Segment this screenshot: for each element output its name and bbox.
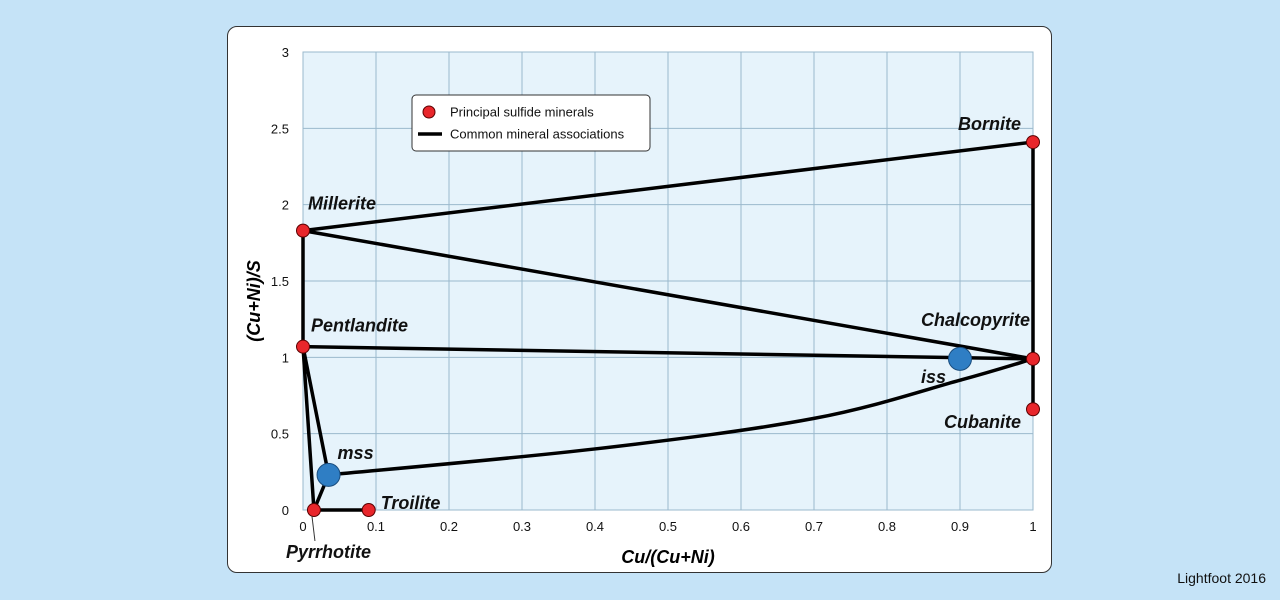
y-tick-label: 2.5 [271, 121, 289, 136]
mineral-point [1026, 135, 1040, 150]
y-tick-label: 2 [282, 198, 289, 213]
legend-label: Principal sulfide minerals [450, 105, 594, 120]
point-label: Chalcopyrite [921, 310, 1030, 330]
point-label: Millerite [308, 194, 376, 214]
x-axis-label: Cu/(Cu+Ni) [621, 547, 715, 567]
pyrrhotite-leader [311, 515, 316, 542]
association-line [301, 344, 331, 477]
mineral-point [296, 223, 310, 238]
mineral-point [1026, 402, 1040, 417]
association-line [301, 344, 316, 512]
credit-text: Lightfoot 2016 [1177, 570, 1266, 586]
y-tick-label: 0 [282, 503, 289, 518]
x-tick-label: 0.5 [659, 519, 677, 534]
point-label: mss [338, 443, 374, 463]
point-label: Bornite [958, 114, 1021, 134]
chart-panel: 0 0.1 0.2 0.3 0.4 0.5 0.6 0.7 0.8 0.9 1 0 0.5 1 1.5 2 2.… [227, 26, 1052, 573]
legend: Principal sulfide minerals Common mineral… [411, 94, 651, 152]
mineral-points [296, 135, 1040, 517]
legend-label: Common mineral associations [450, 127, 625, 142]
solid-solution-point [316, 462, 341, 487]
association-line [301, 344, 1035, 361]
point-label: iss [921, 367, 946, 387]
x-tick-label: 0 [299, 519, 306, 534]
association-line [301, 140, 1035, 233]
x-tick-label: 0.9 [951, 519, 969, 534]
legend-dot-symbol [422, 105, 436, 119]
x-tick-label: 0.6 [732, 519, 750, 534]
y-tick-label: 0.5 [271, 427, 289, 442]
y-axis-label: (Cu+Ni)/S [244, 260, 264, 342]
association-line [326, 357, 1035, 477]
y-tick-label: 1.5 [271, 274, 289, 289]
point-label: Pyrrhotite [286, 542, 371, 562]
point-labels: Troilite Pyrrhotite Pentlandite Millerite Bo… [286, 114, 1030, 562]
point-label: Pentlandite [311, 316, 408, 336]
point-label: Cubanite [944, 412, 1021, 432]
mineral-point [296, 339, 310, 354]
legend-box [411, 94, 651, 152]
y-tick-label: 3 [282, 45, 289, 60]
x-tick-label: 0.3 [513, 519, 531, 534]
mineral-point [306, 503, 321, 517]
x-tick-label: 1 [1029, 519, 1036, 534]
point-label: Troilite [381, 493, 441, 513]
association-lines [301, 140, 1035, 512]
association-line [301, 228, 1035, 361]
y-tick-label: 1 [282, 350, 289, 365]
x-tick-label: 0.1 [367, 519, 385, 534]
mineral-point [361, 503, 376, 517]
x-tick-label: 0.4 [586, 519, 604, 534]
solid-solution-point [948, 346, 972, 371]
x-tick-label: 0.8 [878, 519, 896, 534]
x-tick-label: 0.7 [805, 519, 823, 534]
tick-labels: 0 0.1 0.2 0.3 0.4 0.5 0.6 0.7 0.8 0.9 1 0 0.5 1 1.5 2 2.… [271, 45, 1037, 534]
mineral-point [1026, 351, 1040, 366]
phase-diagram: 0 0.1 0.2 0.3 0.4 0.5 0.6 0.7 0.8 0.9 1 0 0.5 1 1.5 2 2.… [244, 45, 1040, 567]
x-tick-label: 0.2 [440, 519, 458, 534]
